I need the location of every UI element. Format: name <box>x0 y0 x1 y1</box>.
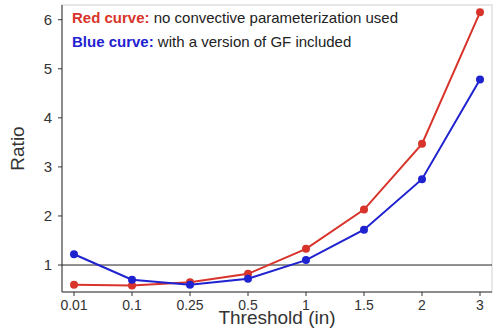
series-marker <box>476 76 484 84</box>
series-marker <box>128 276 136 284</box>
legend-key: Red curve: <box>72 9 150 26</box>
legend-text: with a version of GF included <box>154 33 352 50</box>
legend-entry: Red curve: no convective parameterizatio… <box>72 9 398 26</box>
series-marker <box>476 8 484 16</box>
series-marker <box>70 250 78 258</box>
plot-frame <box>62 5 492 292</box>
x-tick-label: 0.01 <box>60 297 87 313</box>
x-tick-label: 3 <box>476 297 484 313</box>
series-marker <box>186 281 194 289</box>
x-tick-label: 0.1 <box>122 297 142 313</box>
y-tick <box>58 215 62 216</box>
series-marker <box>244 275 252 283</box>
y-tick-label: 3 <box>44 158 52 175</box>
series-marker <box>360 206 368 214</box>
legend-key: Blue curve: <box>72 33 154 50</box>
y-axis-label: Ratio <box>7 126 28 170</box>
series-marker <box>302 245 310 253</box>
y-axis-line <box>62 5 63 292</box>
series-line <box>74 12 480 285</box>
x-tick-label: 0.25 <box>176 297 203 313</box>
series-marker <box>418 175 426 183</box>
y-tick <box>58 117 62 118</box>
series-marker <box>360 226 368 234</box>
series-line <box>74 80 480 285</box>
chart: 1234560.010.10.250.511.523Threshold (in)… <box>0 0 500 330</box>
y-tick-label: 2 <box>44 207 52 224</box>
x-tick <box>422 292 423 296</box>
series-marker <box>418 140 426 148</box>
series-marker <box>302 256 310 264</box>
plot-area <box>62 8 492 289</box>
x-tick <box>480 292 481 296</box>
x-axis-line <box>62 292 492 293</box>
x-tick-label: 1.5 <box>354 297 374 313</box>
x-tick-label: 2 <box>418 297 426 313</box>
x-tick <box>306 292 307 296</box>
y-tick <box>58 68 62 69</box>
y-tick-label: 4 <box>44 109 52 126</box>
y-tick-label: 1 <box>44 256 52 273</box>
y-tick-label: 5 <box>44 60 52 77</box>
y-tick <box>58 19 62 20</box>
y-tick <box>58 265 62 266</box>
legend-entry: Blue curve: with a version of GF include… <box>72 33 351 50</box>
x-tick <box>248 292 249 296</box>
y-tick-label: 6 <box>44 11 52 28</box>
x-tick <box>190 292 191 296</box>
x-axis-label: Threshold (in) <box>218 307 335 328</box>
x-tick <box>74 292 75 296</box>
reference-line <box>62 265 492 266</box>
x-tick <box>364 292 365 296</box>
legend-text: no convective parameterization used <box>150 9 398 26</box>
x-tick <box>132 292 133 296</box>
series-marker <box>70 281 78 289</box>
y-tick <box>58 166 62 167</box>
